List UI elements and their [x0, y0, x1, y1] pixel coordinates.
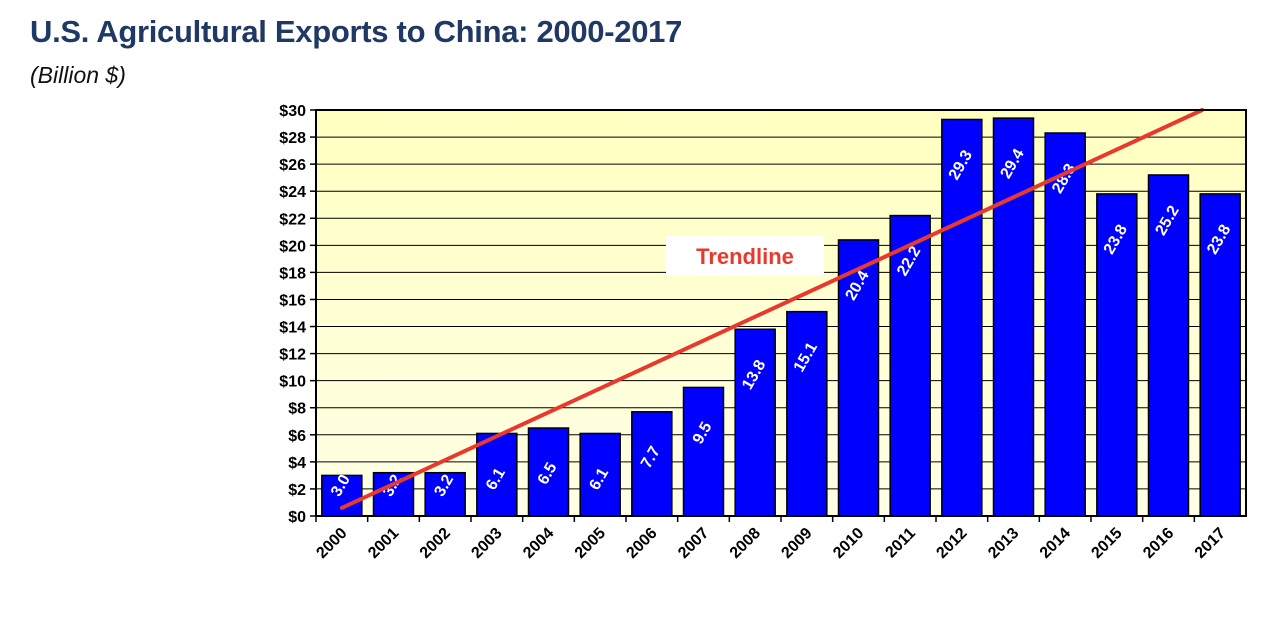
- y-tick-label: $12: [279, 347, 306, 364]
- trendline-label-box: [666, 236, 824, 276]
- x-tick-label: 2007: [675, 525, 712, 562]
- y-tick-label: $6: [288, 428, 306, 445]
- trendline: [339, 108, 1205, 510]
- y-tick-label: $2: [288, 482, 306, 499]
- y-tick-label: $10: [279, 374, 306, 391]
- bar: [682, 386, 725, 517]
- x-tick-label: 2001: [365, 525, 402, 562]
- y-tick-label: $30: [279, 103, 306, 120]
- y-tick-label: $8: [288, 401, 306, 418]
- bar: [1147, 174, 1190, 517]
- x-tick-label: 2010: [830, 525, 867, 562]
- x-tick-label: 2012: [933, 525, 970, 562]
- bar: [992, 117, 1035, 517]
- y-tick-label: $28: [279, 130, 306, 147]
- chart-title: U.S. Agricultural Exports to China: 2000…: [30, 14, 683, 49]
- x-tick-label: 2016: [1140, 525, 1177, 562]
- y-tick-label: $0: [288, 509, 306, 526]
- x-tick-label: 2000: [313, 525, 350, 562]
- x-tick-label: 2015: [1088, 525, 1125, 562]
- chart-subtitle: (Billion $): [30, 62, 126, 88]
- y-tick-label: $16: [279, 292, 306, 309]
- y-tick-label: $14: [279, 320, 306, 337]
- x-tick-label: 2014: [1037, 525, 1074, 562]
- y-tick-label: $20: [279, 238, 306, 255]
- x-tick-label: 2013: [985, 525, 1022, 562]
- trendline-group: Trendline: [339, 108, 1205, 510]
- bar: [1096, 193, 1138, 517]
- x-axis-ticks: 2000 2001 2002 2003 2004 2005 2006 2007 2008 2009…: [313, 516, 1229, 562]
- y-tick-label: $18: [279, 265, 306, 282]
- x-tick-label: 2004: [520, 525, 557, 562]
- bar: [579, 432, 621, 517]
- bars: [321, 117, 1241, 517]
- bar: [631, 411, 673, 517]
- x-tick-label: 2009: [778, 525, 815, 562]
- bar: [734, 328, 776, 517]
- x-tick-label: 2005: [572, 525, 609, 562]
- y-tick-label: $24: [279, 184, 306, 201]
- y-tick-label: $22: [279, 211, 306, 228]
- x-tick-label: 2008: [727, 525, 764, 562]
- y-tick-label: $26: [279, 157, 306, 174]
- trendline-label: Trendline: [696, 244, 794, 269]
- y-axis-ticks: $0 $2 $4 $6 $8 $10 $12 $14 $16 $18 $20 $22 $24 $26 $28…: [279, 103, 316, 526]
- x-tick-label: 2006: [623, 525, 660, 562]
- x-tick-label: 2002: [417, 525, 454, 562]
- x-tick-label: 2011: [882, 525, 919, 562]
- bar: [941, 118, 983, 517]
- y-tick-label: $4: [288, 455, 306, 472]
- x-tick-label: 2003: [468, 525, 505, 562]
- x-tick-label: 2017: [1192, 525, 1229, 562]
- bar: [1044, 132, 1086, 517]
- bar: [476, 432, 518, 517]
